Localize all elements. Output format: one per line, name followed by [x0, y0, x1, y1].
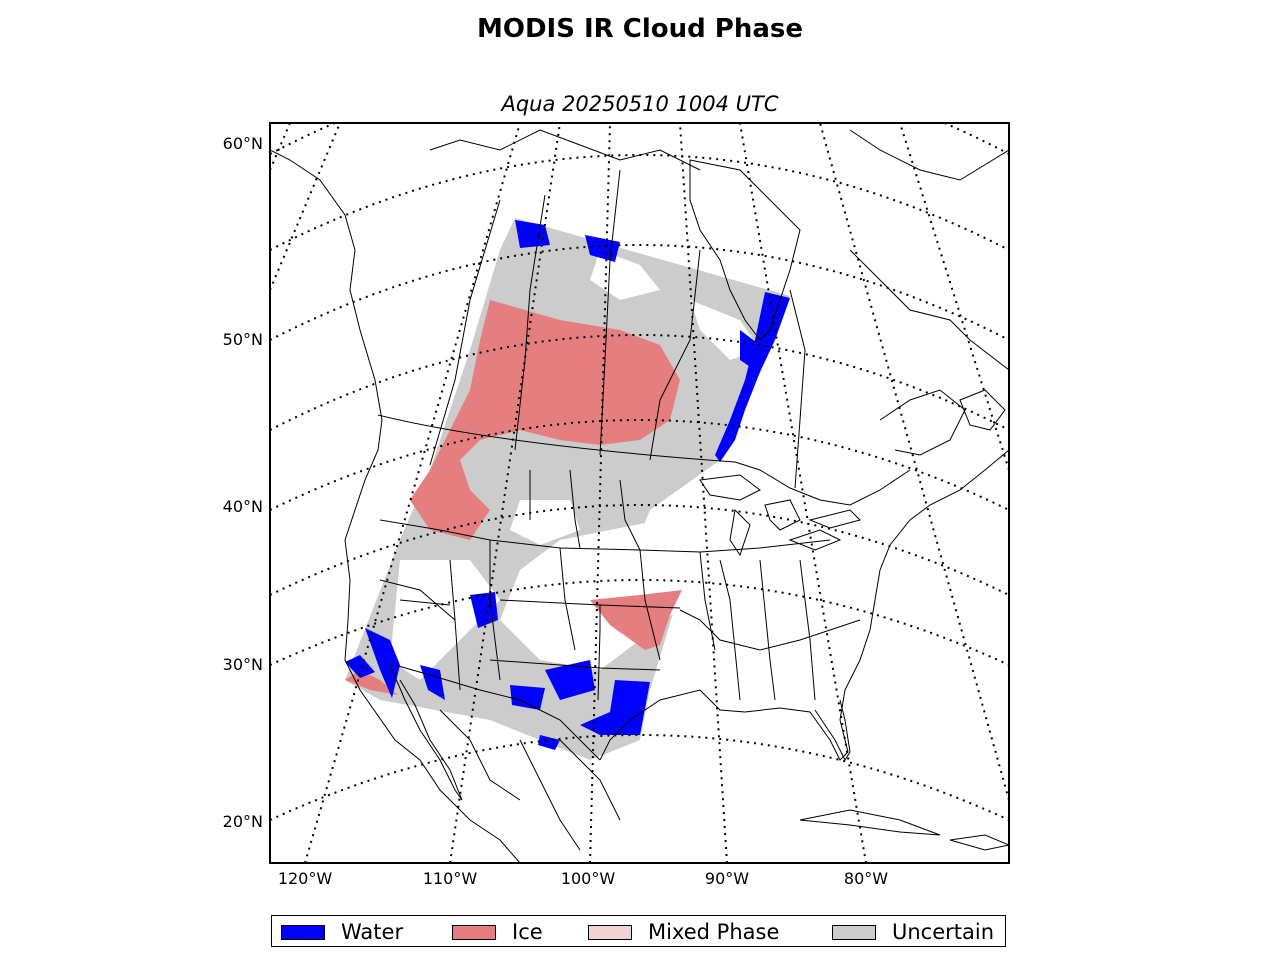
lat-label-60: 60°N [223, 134, 263, 153]
lon-70-line [819, 123, 1009, 801]
canada-us-border [377, 414, 911, 506]
lon-100-line [589, 123, 611, 863]
water-region [470, 592, 498, 628]
hudson-bay [689, 159, 801, 341]
map-subtitle: Aqua 20250510 1004 UTC [501, 92, 779, 116]
province-on-qc [789, 289, 806, 489]
legend-item-mixed-phase: Mixed Phase [588, 916, 779, 948]
lon-label-110: 110°W [423, 869, 478, 888]
legend-item-uncertain: Uncertain [832, 916, 994, 948]
water-region [345, 655, 375, 678]
florida-coastline [814, 699, 851, 762]
state-lines [379, 469, 861, 701]
clear-sky-layer [390, 250, 760, 680]
legend-label-uncertain: Uncertain [892, 920, 995, 944]
water-region [538, 735, 560, 750]
water-region [510, 685, 545, 710]
gulf-coastline [599, 689, 849, 761]
water-region [580, 680, 650, 735]
legend-swatch-mixed-phase [588, 924, 632, 940]
legend: Water Ice Mixed Phase Uncertain [271, 915, 1006, 947]
lat-label-20: 20°N [223, 812, 263, 831]
lat-45-line [270, 334, 1009, 431]
swath-water-layer [345, 220, 790, 750]
lon-120-line [304, 123, 521, 863]
water-region [365, 628, 400, 698]
ice-region [345, 670, 398, 695]
longitude-lines [270, 123, 1009, 863]
ice-region [410, 300, 680, 540]
lat-35-line [270, 504, 1009, 596]
lon-label-80: 80°W [844, 869, 888, 888]
arctic-coastline [429, 129, 1009, 181]
st-lawrence-coastline [879, 389, 966, 456]
water-region [515, 220, 550, 248]
longitude-labels: 120°W 110°W 100°W 90°W 80°W [278, 869, 888, 888]
labrador-coastline [849, 249, 1009, 371]
water-region [740, 330, 760, 370]
great-lakes [699, 474, 861, 557]
map-title: MODIS IR Cloud Phase [476, 14, 803, 44]
lat-40-line [270, 419, 1009, 511]
lon-110-line [449, 123, 561, 863]
water-region [545, 660, 595, 700]
legend-item-water: Water [281, 916, 403, 948]
province-ab-sk [514, 194, 546, 451]
province-sk-mb [599, 169, 621, 456]
legend-item-ice: Ice [452, 916, 543, 948]
lat-label-50: 50°N [223, 330, 263, 349]
water-region [585, 235, 620, 262]
province-mb-on [649, 249, 701, 461]
lat-label-40: 40°N [223, 497, 263, 516]
legend-label-ice: Ice [512, 920, 543, 944]
lon-140-line [270, 123, 291, 171]
lon-90-line [679, 123, 728, 863]
legend-label-water: Water [341, 920, 404, 944]
mexico-states [439, 709, 621, 851]
newfoundland-coastline [959, 389, 1006, 431]
boundaries [270, 129, 1009, 863]
lat-label-30: 30°N [223, 655, 263, 674]
legend-label-mixed-phase: Mixed Phase [648, 920, 780, 944]
east-coastline [844, 449, 1009, 691]
legend-swatch-uncertain [832, 924, 876, 940]
map-canvas [270, 123, 1009, 863]
lon-label-100: 100°W [561, 869, 616, 888]
west-coastline [270, 149, 521, 863]
map-frame [269, 122, 1010, 864]
us-mexico-border [394, 664, 601, 761]
province-bc-ab [429, 199, 501, 466]
lat-50-line [270, 244, 1009, 341]
cuba-coastline [799, 809, 941, 836]
water-region [715, 292, 790, 462]
legend-swatch-ice [452, 924, 496, 940]
lon-label-90: 90°W [705, 869, 749, 888]
lon-label-120: 120°W [278, 869, 333, 888]
baja-coastline [389, 664, 463, 801]
latitude-labels: 60°N 50°N 40°N 30°N 20°N [223, 134, 263, 831]
hispaniola-coastline [949, 834, 1009, 851]
legend-swatch-water [281, 924, 325, 940]
